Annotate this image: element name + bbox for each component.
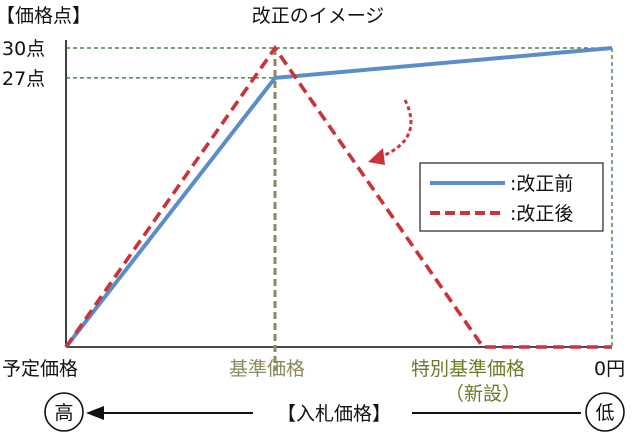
y-axis-title: 【価格点】	[0, 5, 91, 27]
high-end-label: 高	[54, 402, 73, 424]
x-category-label-2-line-0: 特別基準価格	[411, 358, 525, 380]
change-arrow-head	[368, 148, 385, 165]
high-end-circle	[44, 392, 84, 432]
legend-label-改正前: :改正前	[510, 173, 573, 195]
series-line-改正前	[64, 46, 613, 349]
series-line-改正後	[64, 44, 612, 349]
x-axis-title: 【入札価格】	[277, 403, 391, 425]
y-tick-label-27: 27点	[2, 68, 45, 90]
x-axis-direction: 高 低 【入札価格】	[44, 392, 625, 432]
y-tick-label-30: 30点	[2, 38, 45, 60]
x-category-label-3: 0円	[594, 358, 625, 380]
change-arrow-path	[377, 99, 413, 160]
x-category-label-2-line-1: （新設）	[445, 383, 521, 405]
chart-title: 改正のイメージ	[252, 5, 385, 27]
x-category-label-1: 基準価格	[229, 358, 305, 380]
direction-arrow-head	[86, 406, 104, 420]
low-end-label: 低	[595, 402, 614, 424]
x-category-label-0: 予定価格	[2, 358, 78, 380]
low-end-circle	[585, 392, 625, 432]
legend-label-改正後: :改正後	[510, 203, 573, 225]
legend-box	[419, 162, 604, 232]
legend: :改正前 :改正後	[419, 162, 604, 232]
